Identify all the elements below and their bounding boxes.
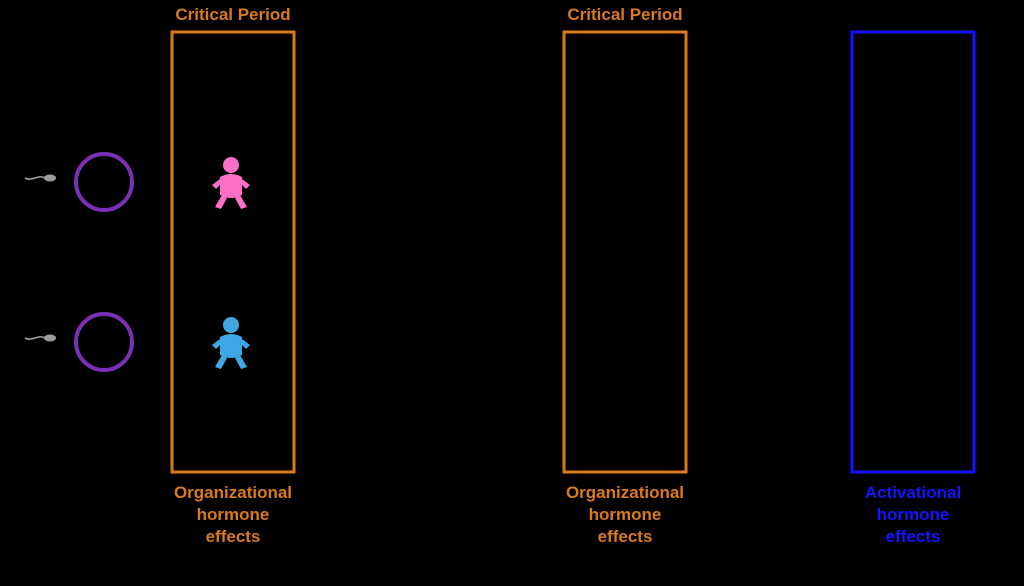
label-act_b1: Activational <box>865 483 961 502</box>
label-cp2_b2: hormone <box>589 505 662 524</box>
label-cp1_top: Critical Period <box>175 5 290 24</box>
label-cp1_b1: Organizational <box>174 483 292 502</box>
diagram-canvas: Critical Period Critical Period Organizati… <box>0 0 1024 586</box>
label-cp1_b2: hormone <box>197 505 270 524</box>
label-cp2_top: Critical Period <box>567 5 682 24</box>
label-cp1_b3: effects <box>206 527 261 546</box>
label-cp2_b1: Organizational <box>566 483 684 502</box>
label-act_b3: effects <box>886 527 941 546</box>
label-cp2_b3: effects <box>598 527 653 546</box>
label-act_b2: hormone <box>877 505 950 524</box>
